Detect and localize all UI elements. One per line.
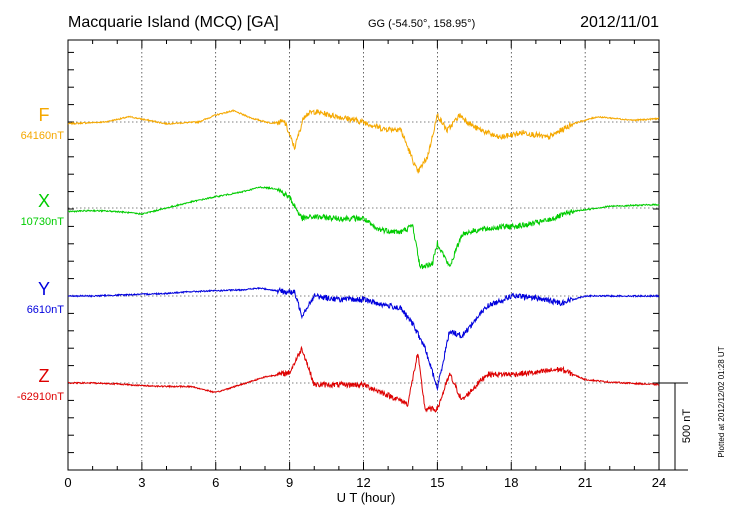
series-line-z <box>68 345 660 413</box>
series-baseline-f: 64160nT <box>21 130 65 142</box>
chart-date: 2012/11/01 <box>580 14 659 31</box>
gridlines <box>68 40 659 470</box>
series-name-z: Z <box>39 366 50 386</box>
series-name-f: F <box>39 105 50 125</box>
series-baseline-x: 10730nT <box>21 216 65 228</box>
series-name-y: Y <box>38 279 50 299</box>
series-baseline-y: 6610nT <box>27 304 65 316</box>
series-baseline-z: -62910nT <box>17 391 64 403</box>
x-axis-label: U T (hour) <box>337 490 396 505</box>
x-tick-label: 3 <box>138 475 145 490</box>
series-lines <box>67 108 660 413</box>
x-tick-label: 18 <box>504 475 518 490</box>
x-tick-label: 9 <box>286 475 293 490</box>
station-title: Macquarie Island (MCQ) [GA] <box>68 14 279 31</box>
x-tick-label: 12 <box>356 475 370 490</box>
scale-bar: 500 nT <box>659 382 693 471</box>
x-tick-label: 0 <box>64 475 71 490</box>
series-line-x <box>67 186 660 270</box>
x-tick-label: 15 <box>430 475 444 490</box>
series-labels: F 64160nT X 10730nT Y 6610nT Z -62910nT <box>17 105 64 403</box>
station-coords: GG (-54.50°, 158.95°) <box>368 18 475 30</box>
x-tick-label: 24 <box>652 475 666 490</box>
x-tick-label: 6 <box>212 475 219 490</box>
series-name-x: X <box>38 191 50 211</box>
series-line-y <box>67 286 660 392</box>
x-tick-labels: 0 3 6 9 12 15 18 21 24 <box>64 475 666 490</box>
series-line-f <box>67 108 660 174</box>
plotted-note: Plotted at 2012/12/02 01:28 UT <box>717 346 726 457</box>
scale-bar-label: 500 nT <box>681 409 693 444</box>
x-tick-label: 21 <box>578 475 592 490</box>
